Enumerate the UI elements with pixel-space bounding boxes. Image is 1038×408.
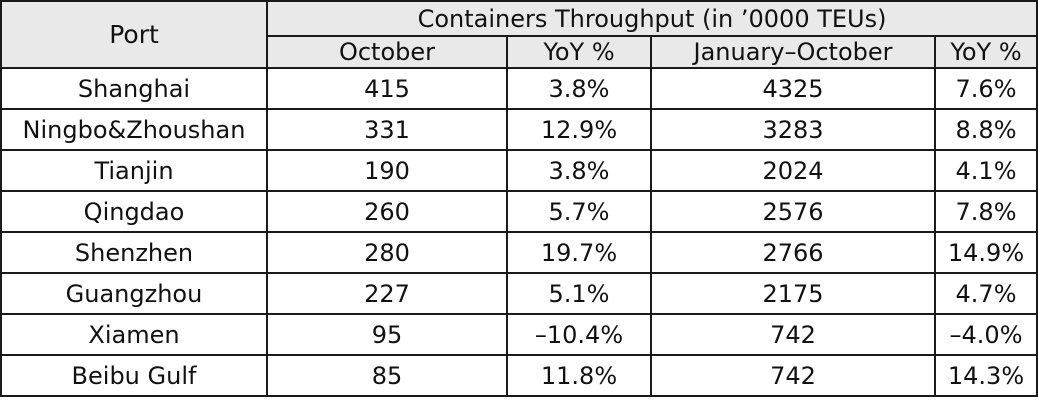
january-october-column-header: January–October <box>650 35 936 69</box>
yoy-october-cell: –10.4% <box>506 313 652 356</box>
yoy-january-october-column-header: YoY % <box>933 35 1038 69</box>
yoy-january-october-cell: 7.6% <box>933 67 1038 110</box>
yoy-october-cell: 12.9% <box>506 108 652 151</box>
yoy-january-october-cell: –4.0% <box>933 313 1038 356</box>
table-row: Tianjin 190 3.8% 2024 4.1% <box>0 149 1038 192</box>
yoy-october-cell: 5.1% <box>506 272 652 315</box>
january-october-cell: 4325 <box>650 67 936 110</box>
table-row: Shanghai 415 3.8% 4325 7.6% <box>0 67 1038 110</box>
table-body: Shanghai 415 3.8% 4325 7.6% Ningbo&Zhous… <box>0 67 1038 397</box>
table-header: Port Containers Throughput (in ’0000 TEU… <box>0 0 1038 69</box>
october-cell: 227 <box>266 272 508 315</box>
october-cell: 85 <box>266 354 508 397</box>
table-row: Beibu Gulf 85 11.8% 742 14.3% <box>0 354 1038 397</box>
yoy-january-october-cell: 4.7% <box>933 272 1038 315</box>
october-cell: 190 <box>266 149 508 192</box>
port-cell: Tianjin <box>0 149 268 192</box>
yoy-october-column-header: YoY % <box>506 35 652 69</box>
port-cell: Ningbo&Zhoushan <box>0 108 268 151</box>
yoy-january-october-cell: 14.3% <box>933 354 1038 397</box>
port-cell: Xiamen <box>0 313 268 356</box>
yoy-january-october-cell: 4.1% <box>933 149 1038 192</box>
yoy-october-cell: 19.7% <box>506 231 652 274</box>
port-column-header: Port <box>0 0 268 69</box>
october-column-header: October <box>266 35 508 69</box>
port-cell: Beibu Gulf <box>0 354 268 397</box>
port-cell: Shenzhen <box>0 231 268 274</box>
october-cell: 260 <box>266 190 508 233</box>
january-october-cell: 742 <box>650 313 936 356</box>
header-row-group: Port Containers Throughput (in ’0000 TEU… <box>0 0 1038 69</box>
yoy-january-october-cell: 7.8% <box>933 190 1038 233</box>
table-row: Ningbo&Zhoushan 331 12.9% 3283 8.8% <box>0 108 1038 151</box>
yoy-october-cell: 3.8% <box>506 149 652 192</box>
table-row: Xiamen 95 –10.4% 742 –4.0% <box>0 313 1038 356</box>
port-cell: Qingdao <box>0 190 268 233</box>
january-october-cell: 2766 <box>650 231 936 274</box>
october-cell: 331 <box>266 108 508 151</box>
october-cell: 95 <box>266 313 508 356</box>
yoy-january-october-cell: 14.9% <box>933 231 1038 274</box>
table-row: Shenzhen 280 19.7% 2766 14.9% <box>0 231 1038 274</box>
container-throughput-table: Port Containers Throughput (in ’0000 TEU… <box>0 0 1038 397</box>
table-row: Qingdao 260 5.7% 2576 7.8% <box>0 190 1038 233</box>
yoy-january-october-cell: 8.8% <box>933 108 1038 151</box>
october-cell: 280 <box>266 231 508 274</box>
header-row-sub: October YoY % January–October YoY % <box>1 35 1038 69</box>
yoy-october-cell: 11.8% <box>506 354 652 397</box>
throughput-group-header: Containers Throughput (in ’0000 TEUs) <box>265 0 1038 37</box>
yoy-october-cell: 3.8% <box>506 67 652 110</box>
january-october-cell: 3283 <box>650 108 936 151</box>
october-cell: 415 <box>266 67 508 110</box>
table-row: Guangzhou 227 5.1% 2175 4.7% <box>0 272 1038 315</box>
port-cell: Guangzhou <box>0 272 268 315</box>
throughput-table-container: Port Containers Throughput (in ’0000 TEU… <box>0 0 1038 397</box>
january-october-cell: 2175 <box>650 272 936 315</box>
january-october-cell: 2576 <box>650 190 936 233</box>
port-cell: Shanghai <box>0 67 268 110</box>
yoy-october-cell: 5.7% <box>506 190 652 233</box>
january-october-cell: 2024 <box>650 149 936 192</box>
january-october-cell: 742 <box>650 354 936 397</box>
